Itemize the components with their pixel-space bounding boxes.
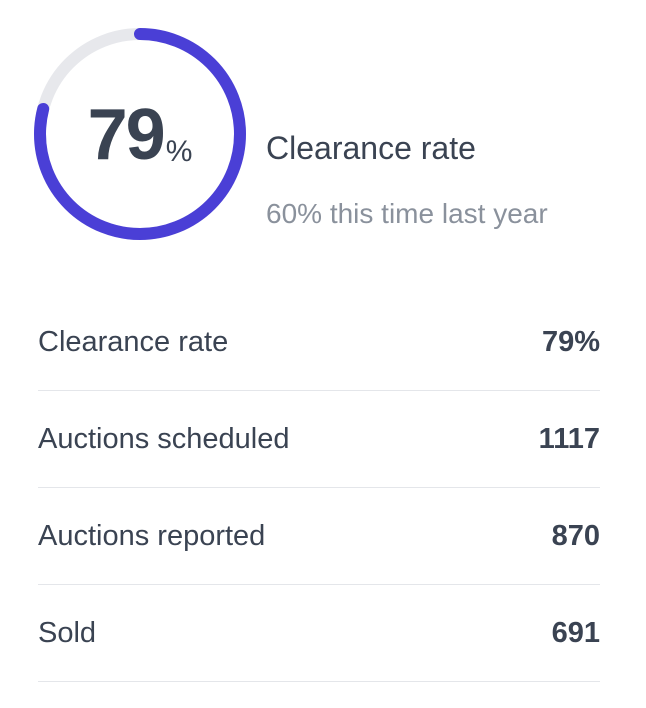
stat-label: Clearance rate [38,325,229,358]
stat-row-auctions-scheduled: Auctions scheduled 1117 [38,391,600,488]
stat-row-auctions-reported: Auctions reported 870 [38,488,600,585]
stat-value: 691 [551,616,600,649]
gauge-progress-arc [34,28,246,240]
gauge-ring [34,28,246,240]
clearance-summary: 79 % Clearance rate 60% this time last y… [0,0,646,260]
clearance-gauge: 79 % [32,26,248,242]
stat-label: Auctions scheduled [38,422,290,455]
stat-row-sold: Sold 691 [38,585,600,682]
stat-value: 1117 [538,422,600,455]
stat-row-clearance-rate: Clearance rate 79% [38,294,600,391]
stat-value: 79% [541,325,600,358]
stat-label: Auctions reported [38,519,266,552]
stat-label: Sold [38,616,97,649]
summary-comparison: 60% this time last year [266,198,548,229]
stats-list: Clearance rate 79% Auctions scheduled 11… [38,294,600,682]
stat-value: 870 [551,519,600,552]
gauge-percent-unit: % [165,135,193,168]
summary-title: Clearance rate [266,130,476,166]
gauge-value: 79 % [32,26,248,242]
gauge-percent-number: 79 [87,95,166,175]
